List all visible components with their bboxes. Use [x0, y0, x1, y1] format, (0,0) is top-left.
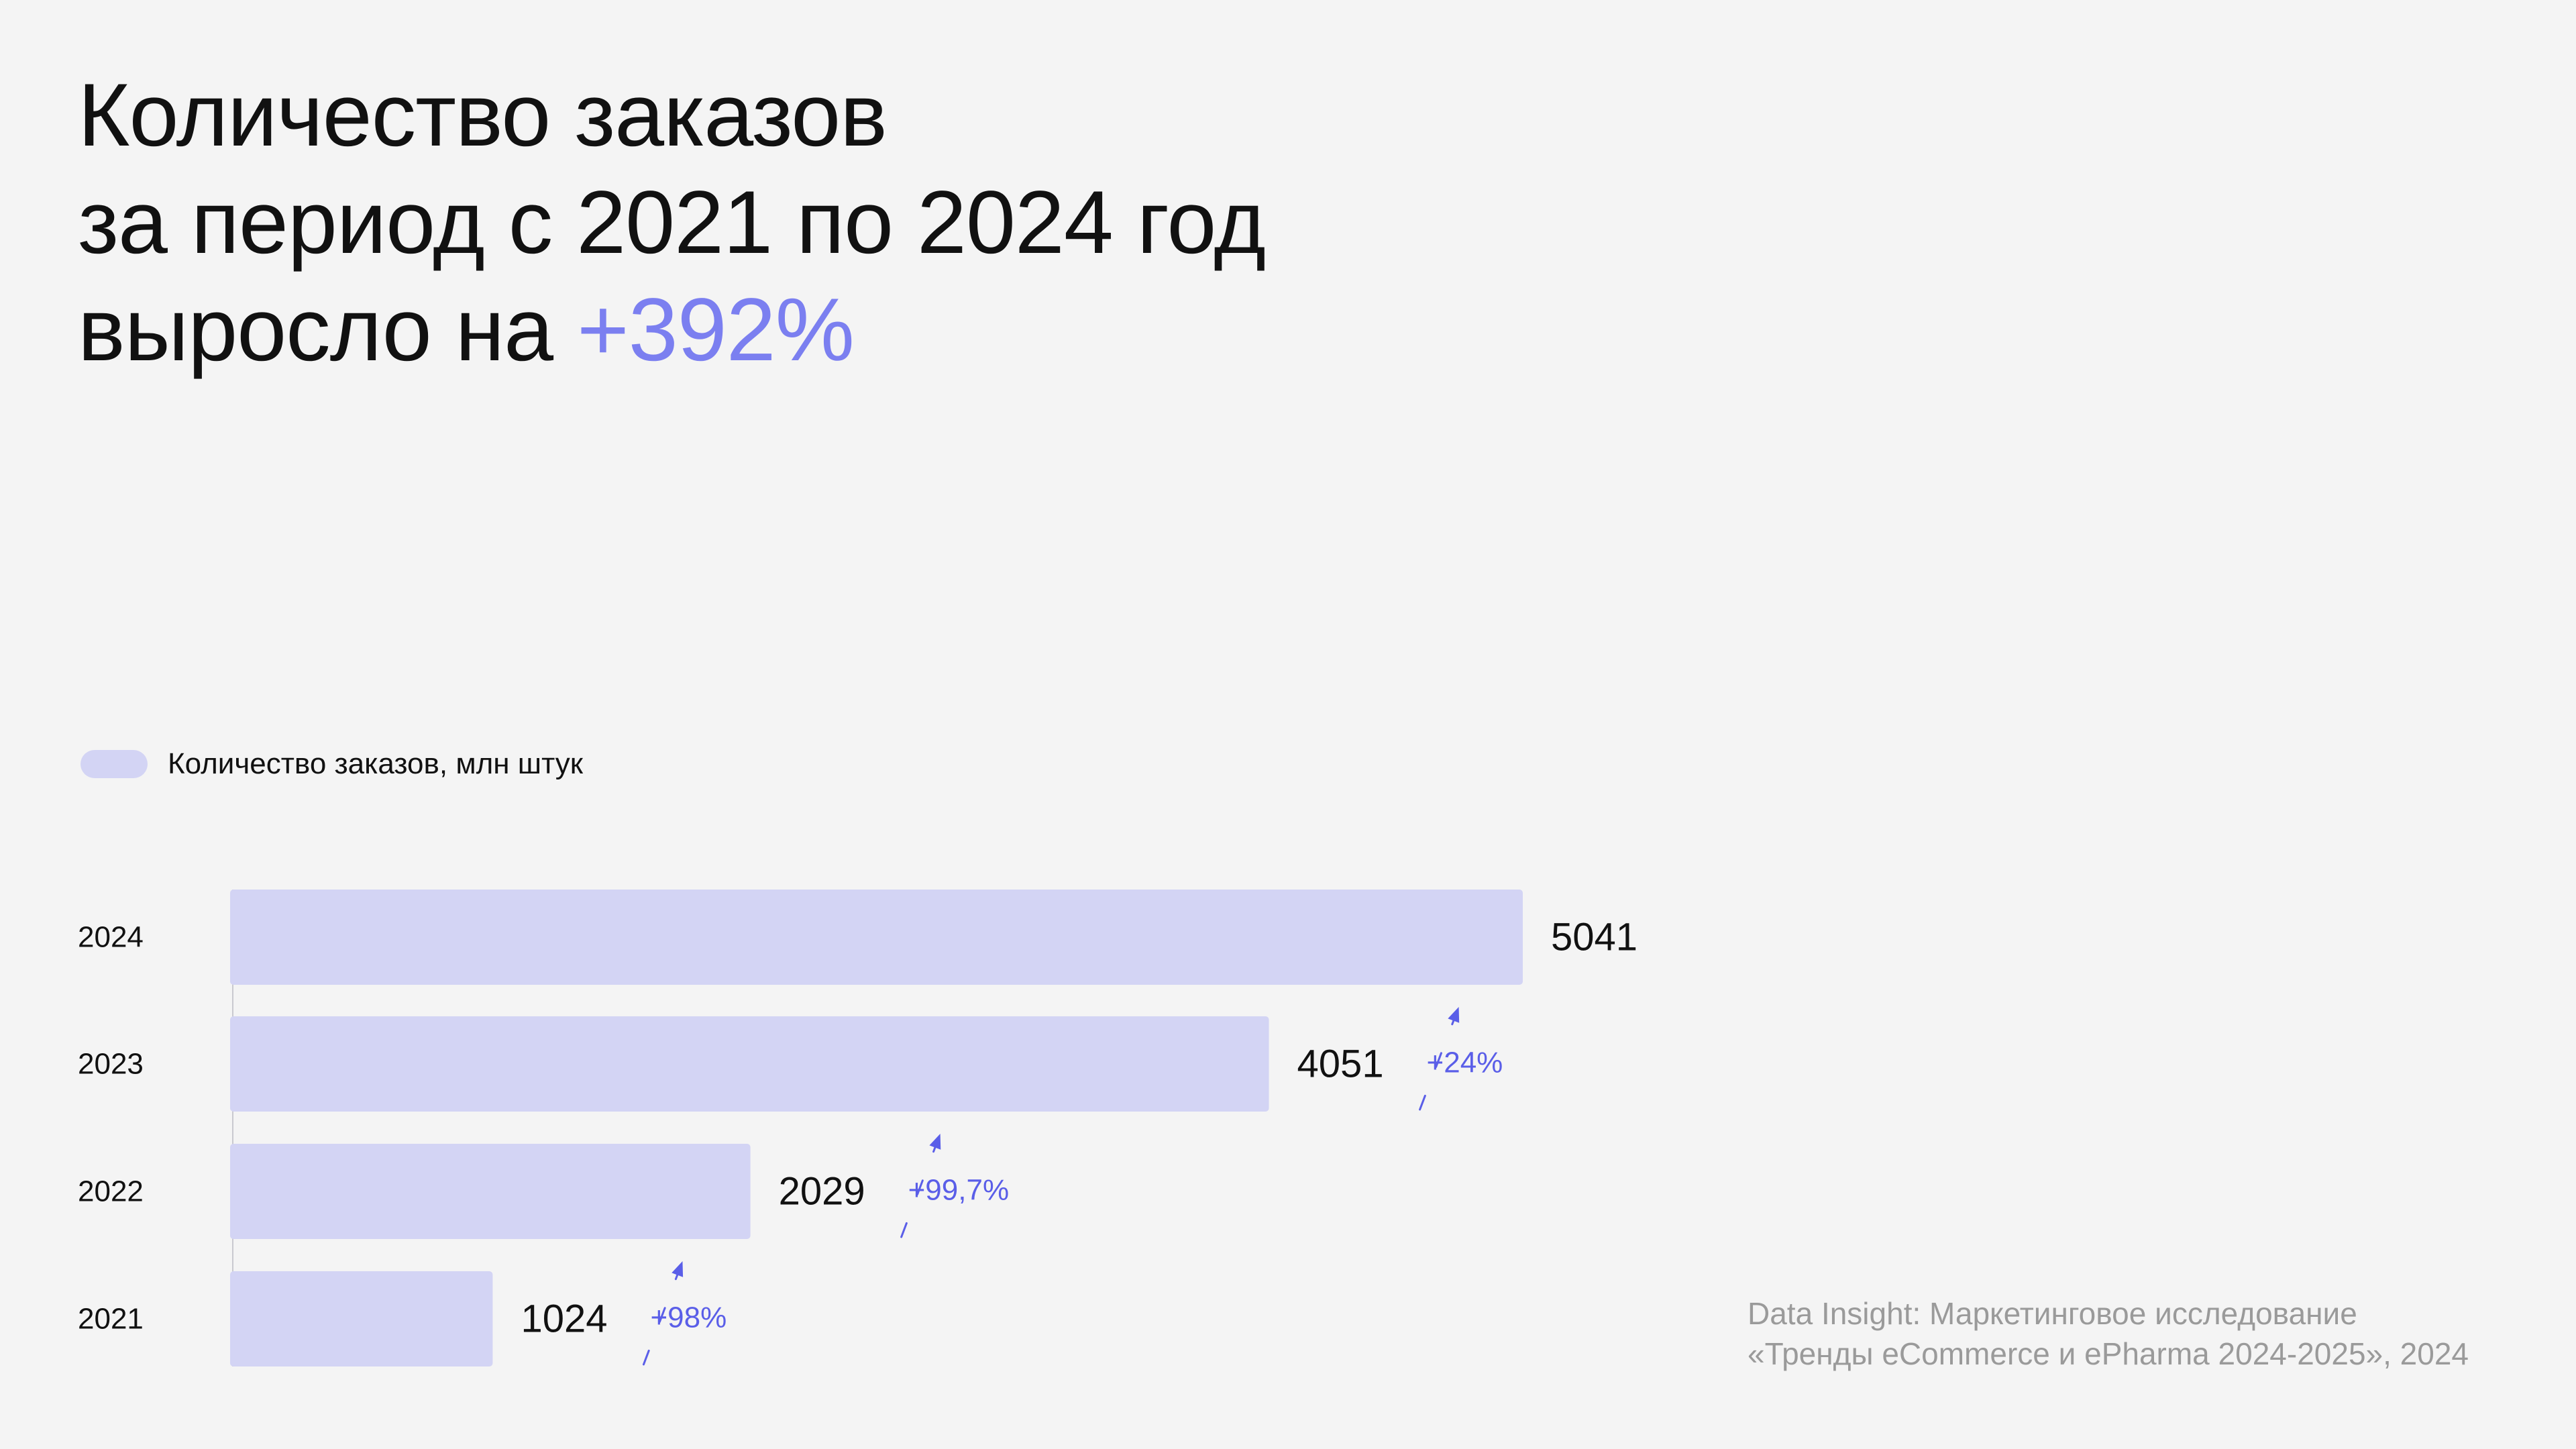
- growth-label-2023: +99,7%: [908, 1174, 1009, 1207]
- title-highlight-value: +392%: [577, 280, 855, 380]
- growth-arrowhead-2023: [929, 1134, 941, 1150]
- bar-2023: [230, 1016, 1269, 1112]
- growth-label-2022: +98%: [650, 1301, 727, 1334]
- category-tick-2023: 2023: [78, 1048, 144, 1081]
- source-note: Data Insight: Маркетинговое исследование…: [1748, 1293, 2469, 1374]
- bar-2021: [230, 1271, 493, 1366]
- value-labels-group: 5041 4051 2029 1024: [521, 916, 1638, 1341]
- legend-label: Количество заказов, млн штук: [168, 747, 583, 780]
- category-tick-2022: 2022: [78, 1175, 144, 1208]
- bars-group: [230, 890, 1523, 1366]
- growth-annotations-group: +24% +99,7% +98%: [642, 1006, 1503, 1366]
- title-line-1: Количество заказов: [78, 66, 888, 165]
- value-label-2024: 5041: [1551, 916, 1638, 959]
- category-tick-2021: 2021: [78, 1303, 144, 1336]
- chart-legend: Количество заказов, млн штук: [80, 747, 583, 781]
- category-tick-2024: 2024: [78, 921, 144, 954]
- value-label-2021: 1024: [521, 1297, 607, 1341]
- value-label-2022: 2029: [779, 1170, 865, 1214]
- growth-arrowhead-2022: [672, 1261, 684, 1277]
- category-ticks-group: 2024 2023 2022 2021: [78, 921, 144, 1336]
- source-line-2: «Тренды eCommerce и ePharma 2024-2025», …: [1748, 1336, 2469, 1371]
- legend-swatch: [80, 750, 148, 778]
- title-line-3-prefix: выросло на: [78, 280, 553, 380]
- value-label-2023: 4051: [1297, 1042, 1384, 1086]
- chart-title: Количество заказов за период с 2021 по 20…: [78, 62, 1266, 384]
- bar-2024: [230, 890, 1523, 985]
- title-line-2: за период с 2021 по 2024 год: [78, 173, 1266, 272]
- source-line-1: Data Insight: Маркетинговое исследование: [1748, 1296, 2357, 1331]
- growth-arrow-line-2022: [642, 1260, 684, 1366]
- bar-2022: [230, 1144, 751, 1239]
- growth-arrowhead-2024: [1448, 1007, 1460, 1023]
- growth-arrow-line-2024: [1419, 1006, 1460, 1111]
- growth-arrow-line-2023: [900, 1132, 942, 1238]
- growth-label-2024: +24%: [1427, 1046, 1503, 1079]
